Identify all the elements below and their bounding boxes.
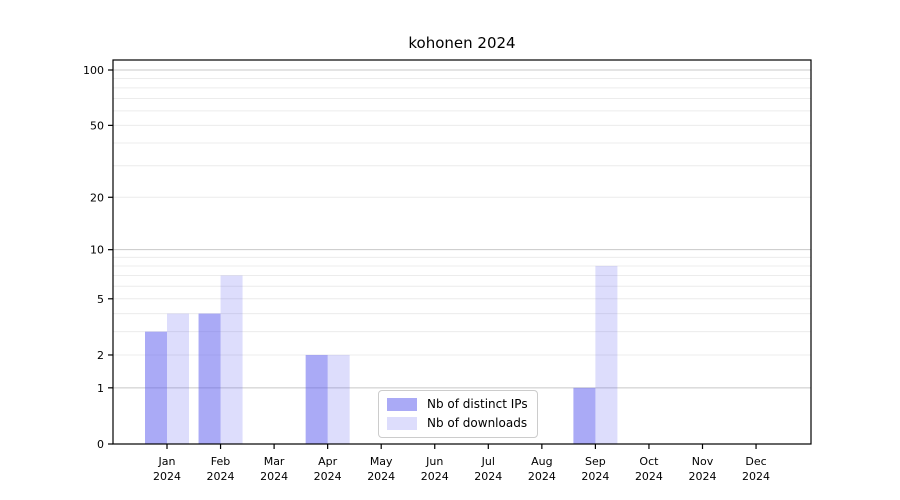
x-tick-label-year: 2024 bbox=[635, 470, 663, 483]
legend-swatch-distinct-ips-icon bbox=[387, 398, 417, 411]
legend-item-distinct-ips: Nb of distinct IPs bbox=[387, 397, 528, 412]
chart-title: kohonen 2024 bbox=[408, 34, 516, 52]
bar-distinct-ips-jan bbox=[145, 331, 167, 444]
x-tick-label-year: 2024 bbox=[367, 470, 395, 483]
x-tick-label-month: Aug bbox=[531, 455, 552, 468]
x-tick-label-year: 2024 bbox=[260, 470, 288, 483]
y-tick-label: 10 bbox=[90, 244, 104, 257]
plot-border bbox=[112, 59, 812, 445]
legend-label-downloads: Nb of downloads bbox=[427, 416, 528, 430]
x-tick-label-year: 2024 bbox=[474, 470, 502, 483]
legend-swatch-downloads-icon bbox=[387, 417, 417, 430]
x-tick-label-month: Jun bbox=[425, 455, 443, 468]
bar-downloads-apr bbox=[327, 354, 350, 444]
x-tick-label-month: Mar bbox=[264, 455, 285, 468]
y-tick-label: 50 bbox=[90, 119, 104, 132]
legend-label-distinct-ips: Nb of distinct IPs bbox=[427, 397, 528, 411]
x-tick-label-month: Jan bbox=[158, 455, 176, 468]
x-tick-label-month: Oct bbox=[639, 455, 659, 468]
bar-downloads-jan bbox=[167, 313, 189, 444]
y-tick-label: 2 bbox=[97, 349, 104, 362]
bar-downloads-feb bbox=[220, 275, 243, 444]
bar-distinct-ips-feb bbox=[198, 313, 221, 444]
legend-item-downloads: Nb of downloads bbox=[387, 416, 528, 431]
x-tick-label-month: Dec bbox=[745, 455, 766, 468]
bar-distinct-ips-sep bbox=[573, 387, 596, 444]
x-tick-label-year: 2024 bbox=[314, 470, 342, 483]
x-tick-label-year: 2024 bbox=[689, 470, 717, 483]
y-tick-label: 1 bbox=[97, 382, 104, 395]
x-tick-label-year: 2024 bbox=[207, 470, 235, 483]
x-tick-label-month: Feb bbox=[211, 455, 230, 468]
x-tick-label-year: 2024 bbox=[742, 470, 770, 483]
bar-downloads-sep bbox=[595, 265, 618, 444]
x-tick-label-month: May bbox=[370, 455, 393, 468]
x-tick-label-year: 2024 bbox=[153, 470, 181, 483]
x-tick-label-year: 2024 bbox=[581, 470, 609, 483]
legend: Nb of distinct IPs Nb of downloads bbox=[378, 390, 538, 438]
y-tick-label: 100 bbox=[83, 64, 104, 77]
y-tick-label: 20 bbox=[90, 191, 104, 204]
x-tick-label-month: Jul bbox=[481, 455, 495, 468]
y-tick-label: 5 bbox=[97, 293, 104, 306]
x-tick-label-year: 2024 bbox=[421, 470, 449, 483]
x-tick-label-month: Apr bbox=[318, 455, 338, 468]
x-tick-label-year: 2024 bbox=[528, 470, 556, 483]
x-tick-label-month: Nov bbox=[692, 455, 714, 468]
bar-distinct-ips-apr bbox=[305, 354, 328, 444]
y-tick-label: 0 bbox=[97, 438, 104, 451]
x-tick-label-month: Sep bbox=[585, 455, 606, 468]
